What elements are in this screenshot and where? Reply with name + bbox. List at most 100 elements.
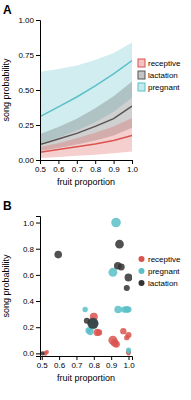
tick: 1.0 xyxy=(123,356,135,370)
tick: 0.7 xyxy=(72,160,84,174)
point-series xyxy=(82,218,131,354)
axis-line xyxy=(36,21,41,161)
tick-mark xyxy=(36,55,40,56)
tick-label: 0.7 xyxy=(72,165,84,174)
tick-label: 1.0 xyxy=(23,219,35,228)
tick-label: 0.9 xyxy=(106,361,118,370)
tick-label: 0.75 xyxy=(18,51,34,60)
tick: 0.50 xyxy=(18,86,40,95)
x-axis-title: fruit proportion xyxy=(57,373,115,383)
point xyxy=(108,268,117,277)
tick-label: 0.0 xyxy=(23,349,35,358)
point xyxy=(111,218,121,228)
point xyxy=(125,307,131,313)
tick-label: 0.8 xyxy=(23,245,35,254)
figure: 0.5 0.6 0.7 0.8 0.9 1.0 0.00 0.25 0.50 0.75 1.00 fr… xyxy=(0,0,191,400)
x-axis: 0.5 0.6 0.7 0.8 0.9 1.0 xyxy=(35,160,139,174)
tick: 0.00 xyxy=(18,156,40,165)
point xyxy=(87,318,98,329)
legend-label: pregnant xyxy=(148,83,180,92)
tick-mark xyxy=(111,356,112,360)
point xyxy=(54,251,62,259)
tick-label: 1.0 xyxy=(123,361,135,370)
x-axis-title: fruit proportion xyxy=(57,177,115,187)
y-axis-title: song probability xyxy=(1,58,11,122)
tick: 0.2 xyxy=(23,323,40,332)
point xyxy=(87,318,98,329)
legend-label: lactation xyxy=(148,279,178,288)
legend-item: pregnant xyxy=(138,83,180,92)
tick-label: 1.00 xyxy=(18,16,34,25)
plot-area xyxy=(41,218,132,356)
tick-mark xyxy=(36,160,40,161)
tick: 0.9 xyxy=(109,160,121,174)
legend-label: pregnant xyxy=(148,267,180,276)
point xyxy=(124,285,130,291)
tick-mark xyxy=(36,353,40,354)
tick-mark xyxy=(77,160,78,164)
legend-item: lactation xyxy=(138,71,178,80)
plot-area xyxy=(40,42,132,157)
tick: 0.6 xyxy=(53,160,65,174)
line xyxy=(40,136,132,153)
tick: 0.6 xyxy=(23,271,40,280)
tick-label: 0.6 xyxy=(23,271,35,280)
point xyxy=(45,350,49,354)
legend-swatch xyxy=(138,59,145,67)
tick-mark xyxy=(36,327,40,328)
point xyxy=(118,264,125,271)
tick-mark xyxy=(129,356,130,360)
axis-line xyxy=(41,357,133,361)
tick-label: 0.5 xyxy=(35,165,47,174)
tick-label: 0.8 xyxy=(90,165,102,174)
y-axis-title: song probability xyxy=(1,254,11,318)
legend-swatch xyxy=(138,83,145,91)
tick-mark xyxy=(42,356,43,360)
tick-label: 0.50 xyxy=(18,86,34,95)
tick-mark xyxy=(76,356,77,360)
legend: receptive lactation pregnant xyxy=(138,59,181,92)
point-series xyxy=(41,240,132,356)
legend: receptive pregnant lactation xyxy=(139,255,182,288)
point xyxy=(115,240,124,249)
point xyxy=(41,351,45,355)
point-series xyxy=(43,313,132,356)
tick-mark xyxy=(36,90,40,91)
tick: 1.0 xyxy=(127,160,139,174)
legend-item: pregnant xyxy=(139,267,181,276)
tick-label: 0.2 xyxy=(23,323,35,332)
tick: 0.8 xyxy=(23,245,40,254)
tick: 0.0 xyxy=(23,349,40,358)
legend-label: receptive xyxy=(148,59,181,68)
tick-label: 0.25 xyxy=(18,121,34,130)
x-axis: 0.5 0.6 0.7 0.8 0.9 1.0 xyxy=(37,356,135,370)
tick-mark xyxy=(36,275,40,276)
tick-mark xyxy=(114,160,115,164)
legend-swatch xyxy=(138,71,145,79)
tick: 0.8 xyxy=(89,356,101,370)
band xyxy=(40,118,132,158)
line xyxy=(40,61,132,117)
legend-swatch xyxy=(139,268,145,274)
legend-item: lactation xyxy=(139,279,178,288)
tick-mark xyxy=(59,356,60,360)
title: B xyxy=(3,199,12,213)
tick-label: 0.4 xyxy=(23,297,35,306)
tick-label: 0.5 xyxy=(37,361,49,370)
tick-mark xyxy=(36,223,40,224)
legend-swatch xyxy=(139,256,145,262)
title: A xyxy=(3,3,12,17)
axis-line xyxy=(41,161,133,165)
legend-label: receptive xyxy=(148,255,181,264)
line xyxy=(40,106,132,145)
legend-item: receptive xyxy=(139,255,182,264)
point xyxy=(114,306,122,314)
tick-mark xyxy=(94,356,95,360)
tick-label: 0.7 xyxy=(71,361,83,370)
tick: 0.5 xyxy=(35,160,47,174)
point xyxy=(82,307,87,312)
tick-mark xyxy=(36,20,40,21)
tick-label: 0.9 xyxy=(109,165,121,174)
tick-label: 0.6 xyxy=(54,361,66,370)
panel: 0.5 0.6 0.7 0.8 0.9 1.0 0.00 0.25 0.50 0.75 1.00 fr… xyxy=(1,3,181,187)
